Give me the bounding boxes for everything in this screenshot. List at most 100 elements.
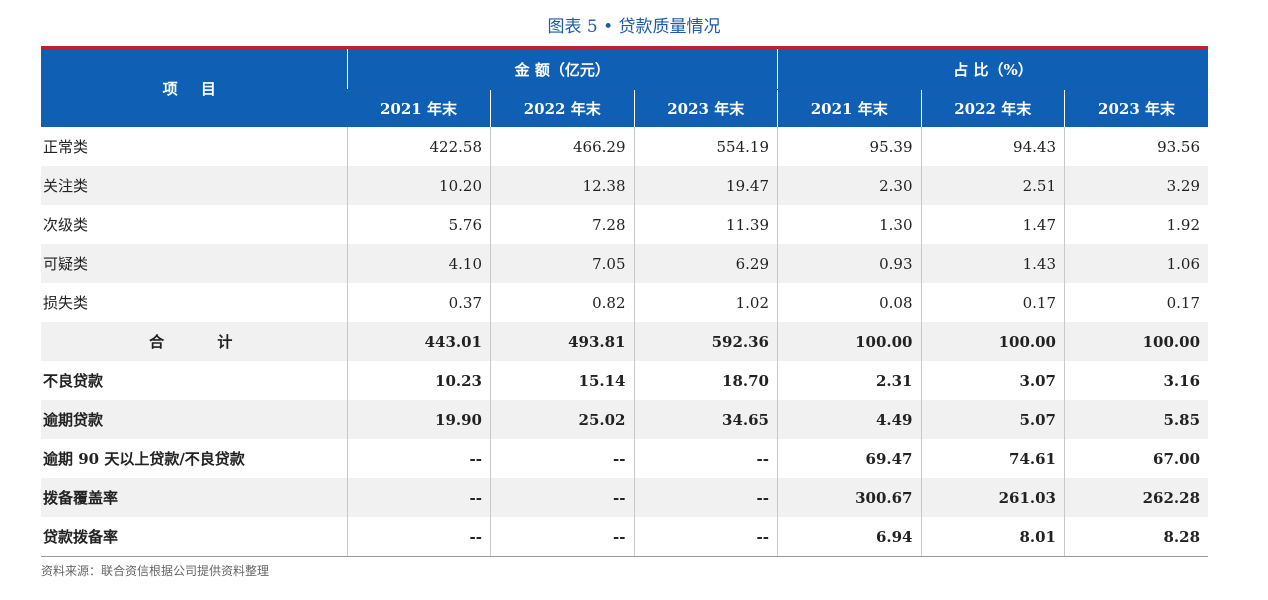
- table-cell: 2.51: [920, 166, 1065, 205]
- table-cell: 5.07: [920, 400, 1065, 439]
- table-cell: 0.08: [777, 283, 921, 322]
- table-cell: --: [490, 439, 634, 478]
- table-cell: 554.19: [633, 127, 778, 166]
- table-cell: 2.31: [777, 361, 921, 400]
- table-cell: 10.20: [346, 166, 491, 205]
- table-cell: 100.00: [1064, 322, 1209, 361]
- table-cell: 11.39: [633, 205, 778, 244]
- table-cell: 6.29: [633, 244, 778, 283]
- table-cell: 1.06: [1064, 244, 1209, 283]
- row-label: 不良贷款: [43, 372, 104, 390]
- table-cell: 1.30: [777, 205, 921, 244]
- table-row: 拨备覆盖率 -- -- -- 300.67 261.03 262.28: [41, 478, 1209, 517]
- table-cell: 2.30: [777, 166, 921, 205]
- table-cell: 300.67: [777, 478, 921, 517]
- row-label: 逾期 90 天以上贷款/不良贷款: [43, 450, 245, 468]
- table-cell: 6.94: [777, 517, 921, 557]
- table-cell: 4.49: [777, 400, 921, 439]
- table-cell: --: [490, 478, 634, 517]
- table-cell: 5.76: [346, 205, 491, 244]
- row-label: 贷款拨备率: [41, 517, 347, 557]
- table-cell: 443.01: [346, 322, 491, 361]
- table-row: 损失类 0.37 0.82 1.02 0.08 0.17 0.17: [41, 283, 1209, 322]
- table-cell: 100.00: [777, 322, 921, 361]
- amount-group-header: 金 额（亿元）: [346, 46, 778, 90]
- table-cell: 7.28: [490, 205, 634, 244]
- table-cell: 422.58: [346, 127, 491, 166]
- table-row: 次级类 5.76 7.28 11.39 1.30 1.47 1.92: [41, 205, 1209, 244]
- table-cell: 1.92: [1064, 205, 1209, 244]
- table-cell: 67.00: [1064, 439, 1209, 478]
- table-cell: 25.02: [490, 400, 634, 439]
- table-cell: 0.37: [346, 283, 491, 322]
- table-row: 不良贷款 10.23 15.14 18.70 2.31 3.07 3.16: [41, 361, 1209, 400]
- table-cell: --: [346, 478, 491, 517]
- table-cell: 493.81: [490, 322, 634, 361]
- table-cell: 74.61: [920, 439, 1065, 478]
- table-cell: 100.00: [920, 322, 1065, 361]
- table-row: 关注类 10.20 12.38 19.47 2.30 2.51 3.29: [41, 166, 1209, 205]
- year-header: 2021 年末: [777, 89, 921, 127]
- table-cell: 0.82: [490, 283, 634, 322]
- table-cell: 93.56: [1064, 127, 1209, 166]
- table-cell: 94.43: [920, 127, 1065, 166]
- table-cell: 18.70: [633, 361, 778, 400]
- table-row: 逾期 90 天以上贷款/不良贷款 -- -- -- 69.47 74.61 67.00: [41, 439, 1209, 478]
- table-cell: --: [346, 517, 491, 557]
- table-row: 正常类 422.58 466.29 554.19 95.39 94.43 93.56: [41, 127, 1209, 166]
- table-cell: 3.16: [1064, 361, 1209, 400]
- year-header: 2021 年末: [347, 89, 491, 127]
- table-cell: 1.43: [920, 244, 1065, 283]
- table-cell: 95.39: [777, 127, 921, 166]
- table-cell: 34.65: [633, 400, 778, 439]
- table-cell: --: [633, 439, 778, 478]
- table-cell: 8.01: [920, 517, 1065, 557]
- table-row: 逾期贷款 19.90 25.02 34.65 4.49 5.07 5.85: [41, 400, 1209, 439]
- table-cell: 3.29: [1064, 166, 1209, 205]
- chart-title: 图表 5 • 贷款质量情况: [547, 17, 721, 37]
- year-header: 2022 年末: [490, 89, 634, 127]
- table-cell: --: [633, 478, 778, 517]
- table-cell: 12.38: [490, 166, 634, 205]
- table-cell: 4.10: [346, 244, 491, 283]
- loan-quality-table: 项 目 金 额（亿元） 占 比（%） 2021 年末 2022 年末 2023 …: [41, 46, 1209, 557]
- table-cell: 5.85: [1064, 400, 1209, 439]
- table-cell: 7.05: [490, 244, 634, 283]
- table-cell: 1.47: [920, 205, 1065, 244]
- table-cell: 3.07: [920, 361, 1065, 400]
- row-label: 关注类: [41, 166, 347, 205]
- row-label: 拨备覆盖率: [41, 478, 347, 517]
- table-body: 正常类 422.58 466.29 554.19 95.39 94.43 93.56 关注类 1…: [41, 127, 1209, 557]
- table-cell: 15.14: [490, 361, 634, 400]
- table-cell: 261.03: [920, 478, 1065, 517]
- table-cell: 466.29: [490, 127, 634, 166]
- table-cell: --: [346, 439, 491, 478]
- table-cell: --: [490, 517, 634, 557]
- year-header: 2022 年末: [920, 89, 1065, 127]
- year-header: 2023 年末: [1064, 89, 1209, 127]
- table-cell: 19.90: [346, 400, 491, 439]
- table-cell: 8.28: [1064, 517, 1209, 557]
- table-cell: --: [633, 517, 778, 557]
- table-cell: 262.28: [1064, 478, 1209, 517]
- row-label: 次级类: [43, 216, 89, 234]
- row-label: 逾期贷款: [41, 400, 347, 439]
- table-cell: 69.47: [777, 439, 921, 478]
- table-cell: 592.36: [633, 322, 778, 361]
- row-label: 损失类: [43, 294, 89, 312]
- source-note: 资料来源：联合资信根据公司提供资料整理: [41, 564, 270, 578]
- year-header: 2023 年末: [633, 89, 778, 127]
- item-column-header: 项 目: [41, 46, 347, 127]
- row-label: 可疑类: [41, 244, 347, 283]
- table-cell: 0.17: [920, 283, 1065, 322]
- table-cell: 0.93: [777, 244, 921, 283]
- table-row: 可疑类 4.10 7.05 6.29 0.93 1.43 1.06: [41, 244, 1209, 283]
- table-row: 贷款拨备率 -- -- -- 6.94 8.01 8.28: [41, 517, 1209, 557]
- row-label: 合 计: [41, 322, 347, 361]
- table-cell: 0.17: [1064, 283, 1209, 322]
- table-cell: 1.02: [633, 283, 778, 322]
- ratio-group-header: 占 比（%）: [777, 46, 1209, 90]
- table-cell: 10.23: [346, 361, 491, 400]
- row-label: 正常类: [43, 138, 89, 156]
- table-cell: 19.47: [633, 166, 778, 205]
